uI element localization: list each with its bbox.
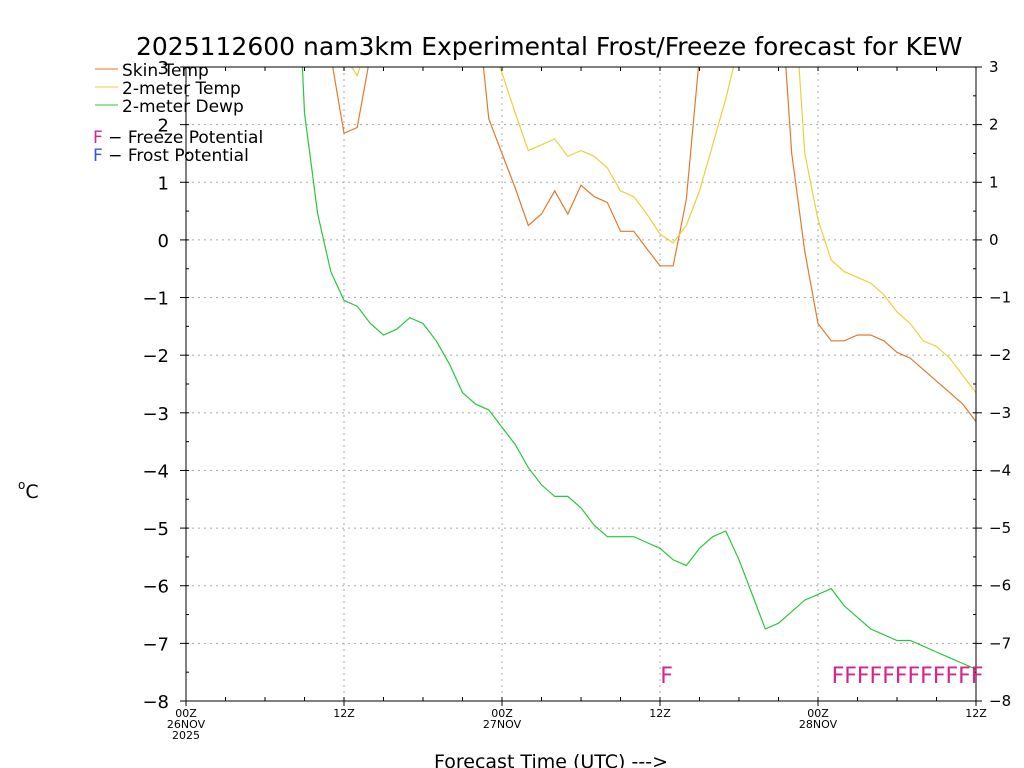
y-tick-label-left: 1 xyxy=(158,173,169,194)
legend-2m-temp-label: 2-meter Temp xyxy=(122,79,241,99)
y-axis-unit-label: oC xyxy=(18,478,39,503)
legend: Skin Temp 2-meter Temp 2-meter Dewp F − … xyxy=(93,61,263,166)
frost-potential-text: − Frost Potential xyxy=(103,146,249,166)
x-tick-label: 00Z xyxy=(175,707,197,720)
freeze-potential-text: − Freeze Potential xyxy=(103,128,263,148)
y-tick-label-left: −4 xyxy=(142,461,169,482)
y-tick-label-right: 0 xyxy=(989,231,999,249)
x-tick-label: 00Z xyxy=(807,707,829,720)
y-tick-label-right: −3 xyxy=(989,404,1011,422)
x-tick-label: 12Z xyxy=(649,707,671,720)
freeze-flags: F FFFFFFFFFFFF xyxy=(660,664,983,689)
y-tick-label-left: 2 xyxy=(158,116,169,137)
legend-skin-temp-label: Skin Temp xyxy=(122,61,209,81)
freeze-potential-letter: F xyxy=(93,128,103,148)
y-tick-label-left: −8 xyxy=(142,692,169,713)
y-tick-label-right: −7 xyxy=(989,634,1011,652)
y-tick-label-right: −1 xyxy=(989,289,1011,307)
y-tick-label-left: −1 xyxy=(142,289,169,310)
y-tick-label-right: −2 xyxy=(989,346,1011,364)
chart-title: 2025112600 nam3km Experimental Frost/Fre… xyxy=(136,32,962,61)
x-tick-label: 00Z xyxy=(491,707,513,720)
y-tick-label-right: 3 xyxy=(989,58,999,76)
y-tick-label-left: −6 xyxy=(142,577,169,598)
y-tick-label-right: 2 xyxy=(989,116,999,134)
series-line-skin-temp xyxy=(332,67,976,422)
legend-2m-dewp-label: 2-meter Dewp xyxy=(122,97,244,117)
degree-symbol: o xyxy=(18,478,25,492)
y-tick-label-right: −4 xyxy=(989,461,1011,479)
y-tick-label-left: −3 xyxy=(142,404,169,425)
y-tick-label-left: −5 xyxy=(142,519,169,540)
grid-layer xyxy=(186,67,976,701)
y-tick-label-right: −6 xyxy=(989,577,1011,595)
x-tick-label: 12Z xyxy=(965,707,987,720)
series-line-2-meter-temp xyxy=(350,67,976,393)
y-tick-label-right: 1 xyxy=(989,173,999,191)
series-layer xyxy=(301,67,976,670)
y-tick-label-left: 3 xyxy=(158,58,169,79)
x-tick-label: 12Z xyxy=(333,707,355,720)
x-tick-label: 27NOV xyxy=(483,718,522,731)
y-tick-label-left: 0 xyxy=(158,231,169,252)
celsius-letter: C xyxy=(25,481,38,503)
x-tick-label: 26NOV xyxy=(167,718,206,731)
frost-potential-letter: F xyxy=(93,146,103,166)
freeze-flag-mark: F xyxy=(660,664,673,689)
x-axis-label: Forecast Time (UTC) ---> xyxy=(434,751,668,768)
y-tick-label-left: −7 xyxy=(142,634,169,655)
x-tick-label: 2025 xyxy=(172,729,200,742)
x-tick-label: 28NOV xyxy=(799,718,838,731)
y-tick-label-right: −8 xyxy=(989,692,1011,710)
y-tick-label-left: −2 xyxy=(142,346,169,367)
ticks-layer: 3 3 2 2 1 1 0 0 −1 −1 −2 −2 −3 −3 −4 −4 −5 −5 −6 −6 −7 −7 −8 −8… xyxy=(142,58,1011,742)
freeze-flag-mark: FFFFFFFFFFFF xyxy=(832,664,984,689)
y-tick-label-right: −5 xyxy=(989,519,1011,537)
series-line-2-meter-dewp xyxy=(301,67,976,670)
legend-freeze-potential: F − Freeze Potential xyxy=(93,128,263,148)
legend-frost-potential: F − Frost Potential xyxy=(93,146,249,166)
plot-frame xyxy=(185,66,977,702)
